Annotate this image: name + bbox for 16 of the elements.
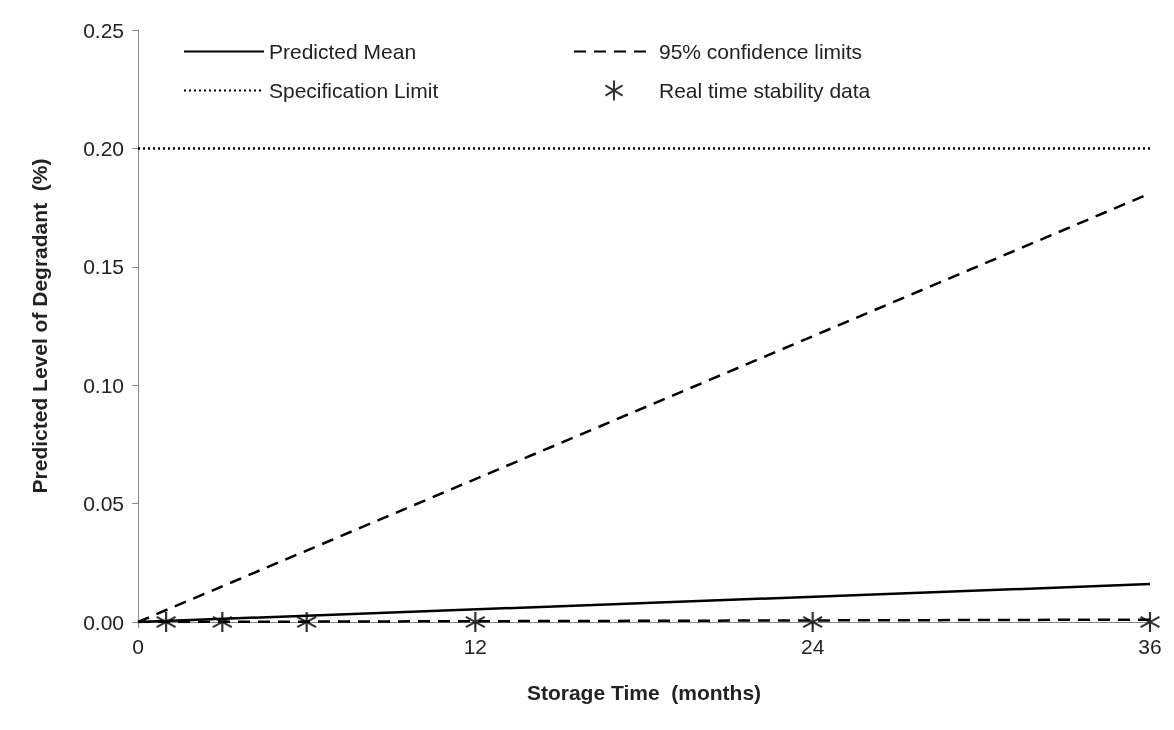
x-tick-label: 12: [463, 635, 488, 658]
y-tick-label: 0.15: [83, 255, 124, 279]
legend-label: Predicted Mean: [269, 40, 417, 63]
x-axis-title: Storage Time (months): [526, 681, 762, 704]
y-tick-label: 0.05: [83, 492, 124, 516]
x-tick-label: 0: [132, 635, 144, 658]
y-tick-label: 0.00: [83, 610, 124, 634]
x-tick-label: 36: [1138, 635, 1162, 658]
y-tick-label: 0.20: [83, 136, 124, 160]
y-axis-title: Predicted Level of Degradant (%): [28, 158, 51, 494]
legend-label: Specification Limit: [269, 79, 439, 102]
y-tick-label: 0.25: [83, 18, 124, 42]
x-tick-label: 24: [800, 635, 825, 658]
y-tick-label: 0.10: [83, 373, 124, 397]
legend-label: Real time stability data: [659, 79, 871, 102]
legend-label: 95% confidence limits: [659, 40, 863, 63]
